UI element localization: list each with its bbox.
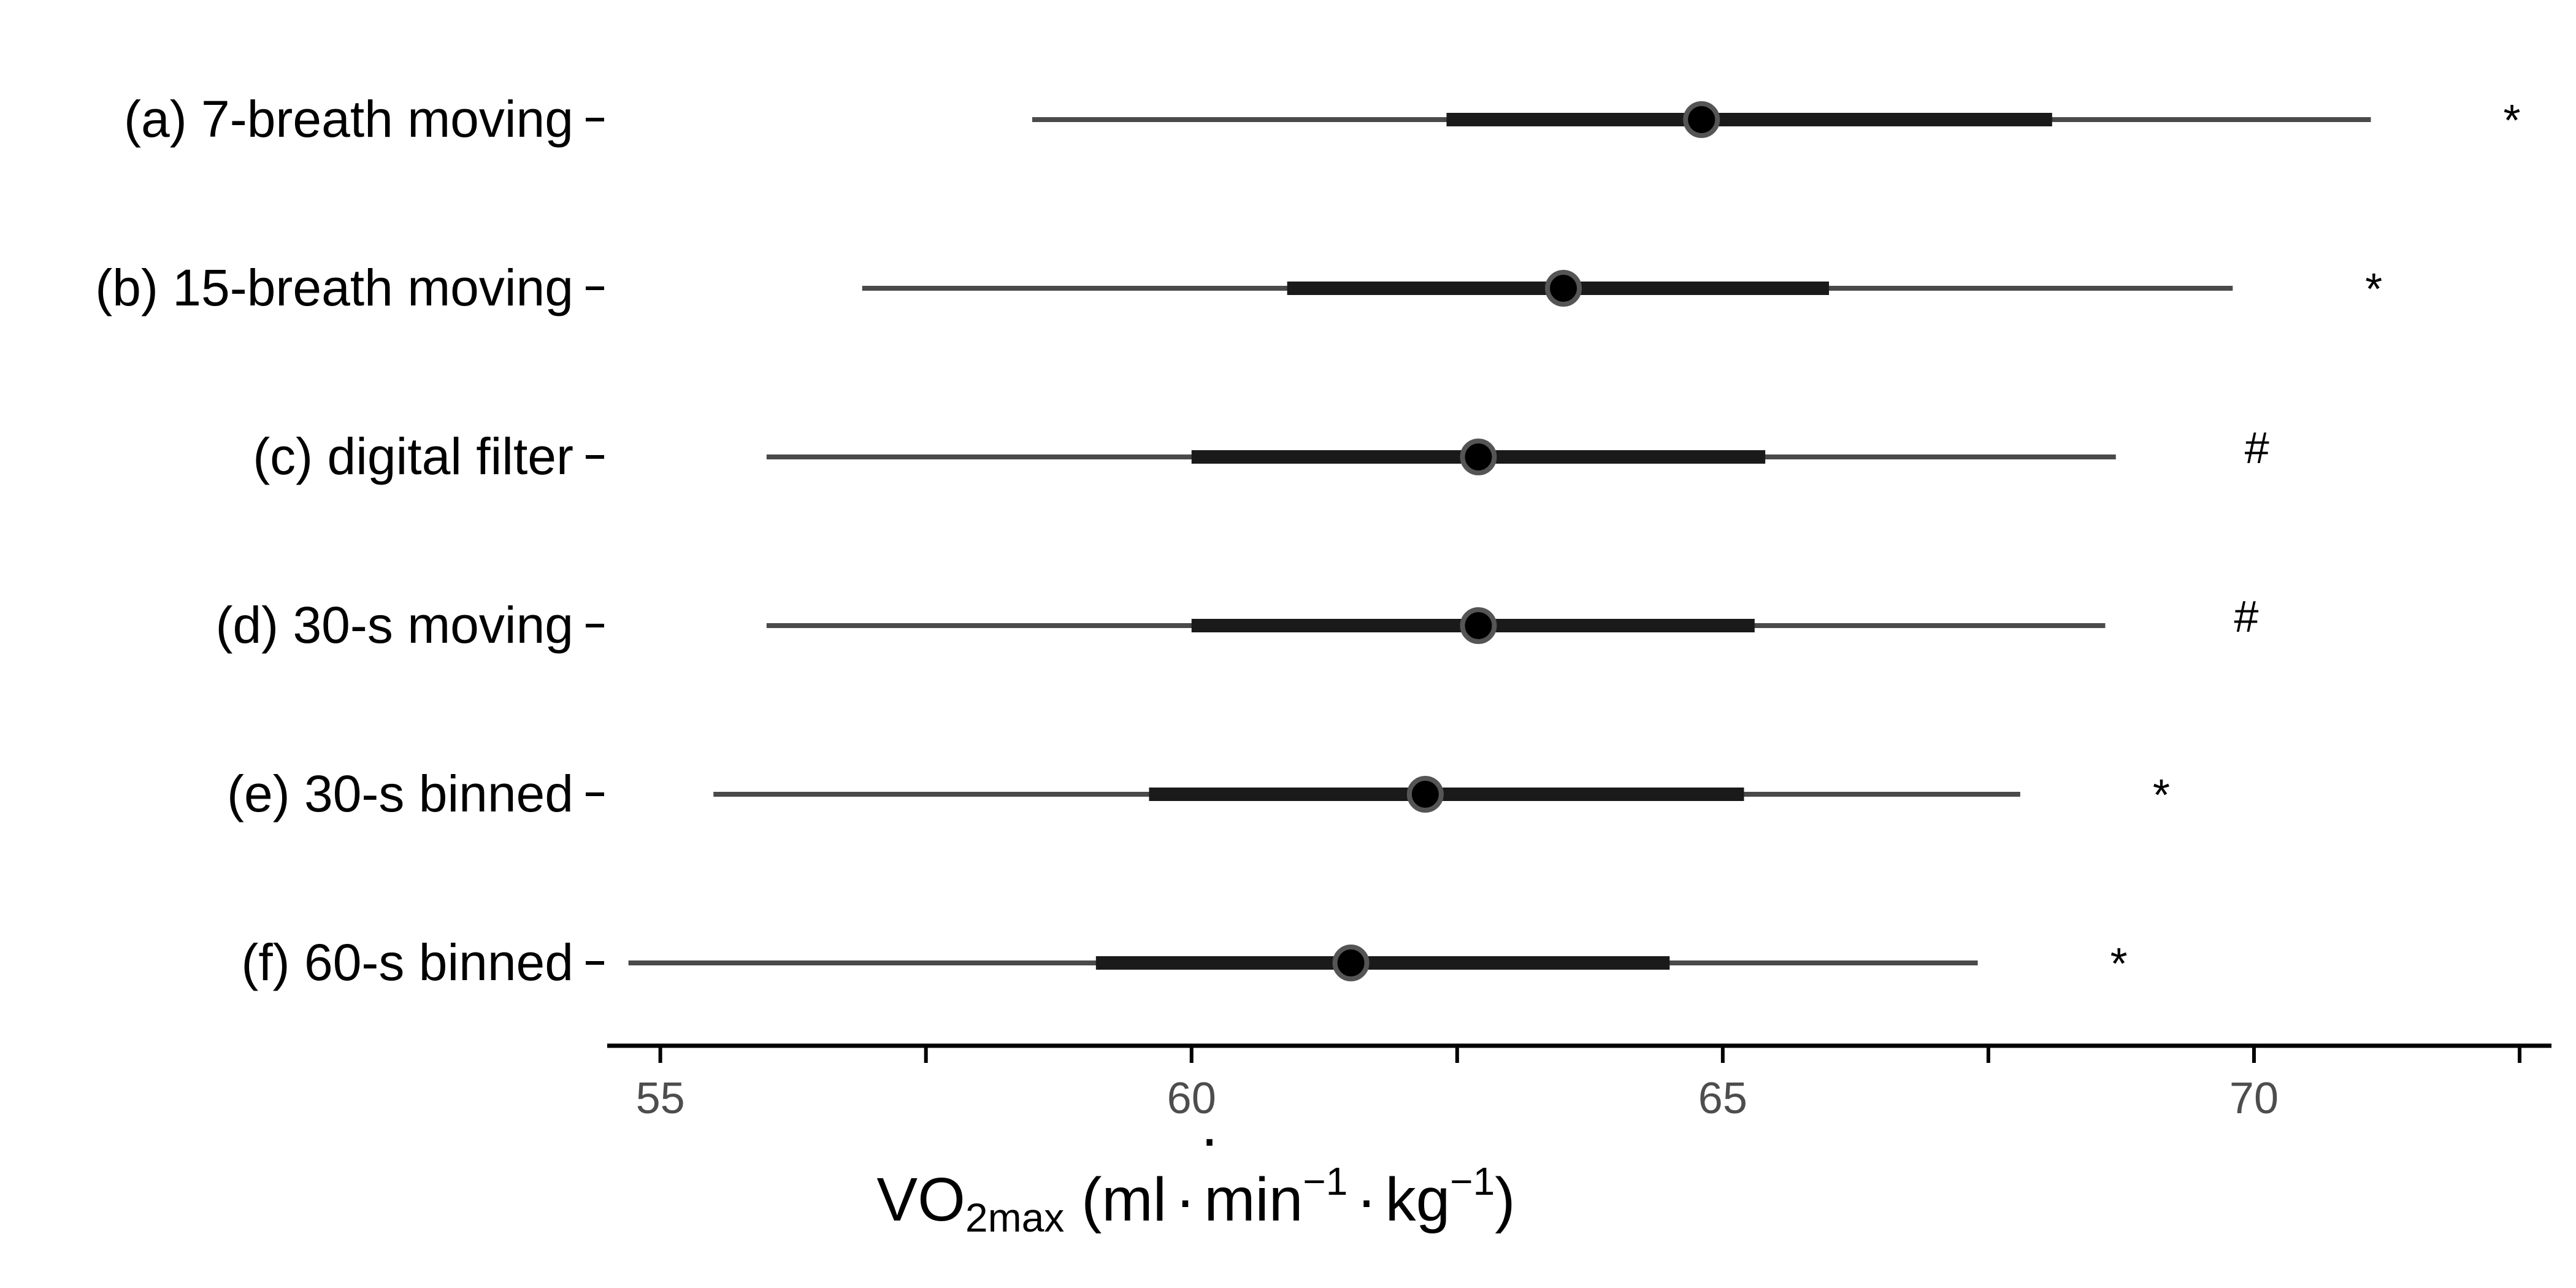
significance-mark: * bbox=[2110, 940, 2128, 989]
x-title-exp-1: −1 bbox=[1303, 1159, 1347, 1203]
x-tick-label: 70 bbox=[2229, 1074, 2279, 1123]
x-title-dot-1: · bbox=[1175, 1165, 1195, 1234]
x-title-units-open: (ml bbox=[1081, 1165, 1167, 1234]
category-label: (d) 30-s moving bbox=[215, 596, 573, 654]
median-point bbox=[1460, 607, 1497, 644]
significance-mark: * bbox=[2504, 96, 2521, 145]
x-tick-label: 60 bbox=[1167, 1074, 1216, 1123]
x-title-units-close: ) bbox=[1495, 1165, 1515, 1234]
interval-row: * bbox=[713, 771, 2170, 820]
category-label: (c) digital filter bbox=[253, 427, 573, 485]
category-label: (a) 7-breath moving bbox=[124, 90, 573, 148]
significance-mark: # bbox=[2245, 424, 2269, 473]
x-axis: 55 60 65 70 bbox=[607, 1043, 2551, 1123]
median-point bbox=[1406, 776, 1444, 813]
interval-rows: * * # # * * bbox=[628, 96, 2521, 989]
category-label: (f) 60-s binned bbox=[241, 933, 573, 991]
x-title-dot-2: · bbox=[1356, 1165, 1376, 1234]
median-point bbox=[1683, 101, 1720, 138]
x-axis-title: VO2max (ml · min−1 · kg−1) bbox=[876, 1159, 1515, 1240]
category-label: (e) 30-s binned bbox=[227, 765, 573, 822]
x-tick-label: 65 bbox=[1698, 1074, 1747, 1123]
interval-row: * bbox=[862, 265, 2382, 314]
interval-row: # bbox=[766, 592, 2258, 644]
x-title-main: VO bbox=[876, 1165, 965, 1234]
x-title-units-kg: kg bbox=[1386, 1165, 1451, 1234]
x-title-exp-2: −1 bbox=[1450, 1159, 1495, 1203]
median-point bbox=[1545, 270, 1582, 307]
median-point bbox=[1460, 439, 1497, 475]
x-title-units-min: min bbox=[1204, 1165, 1303, 1234]
significance-mark: # bbox=[2234, 592, 2258, 642]
interval-row: * bbox=[628, 940, 2128, 989]
x-title-sub: 2max bbox=[965, 1195, 1064, 1240]
x-tick-label: 55 bbox=[636, 1074, 685, 1123]
significance-mark: * bbox=[2153, 771, 2170, 820]
interval-row: # bbox=[766, 424, 2269, 475]
median-point bbox=[1332, 945, 1370, 981]
significance-mark: * bbox=[2365, 265, 2382, 314]
category-label: (b) 15-breath moving bbox=[95, 259, 573, 316]
interval-row: * bbox=[1032, 96, 2521, 145]
y-axis: (a) 7-breath moving (b) 15-breath moving (… bbox=[95, 90, 604, 991]
vo2-dot-accent: · bbox=[1199, 1104, 1219, 1173]
